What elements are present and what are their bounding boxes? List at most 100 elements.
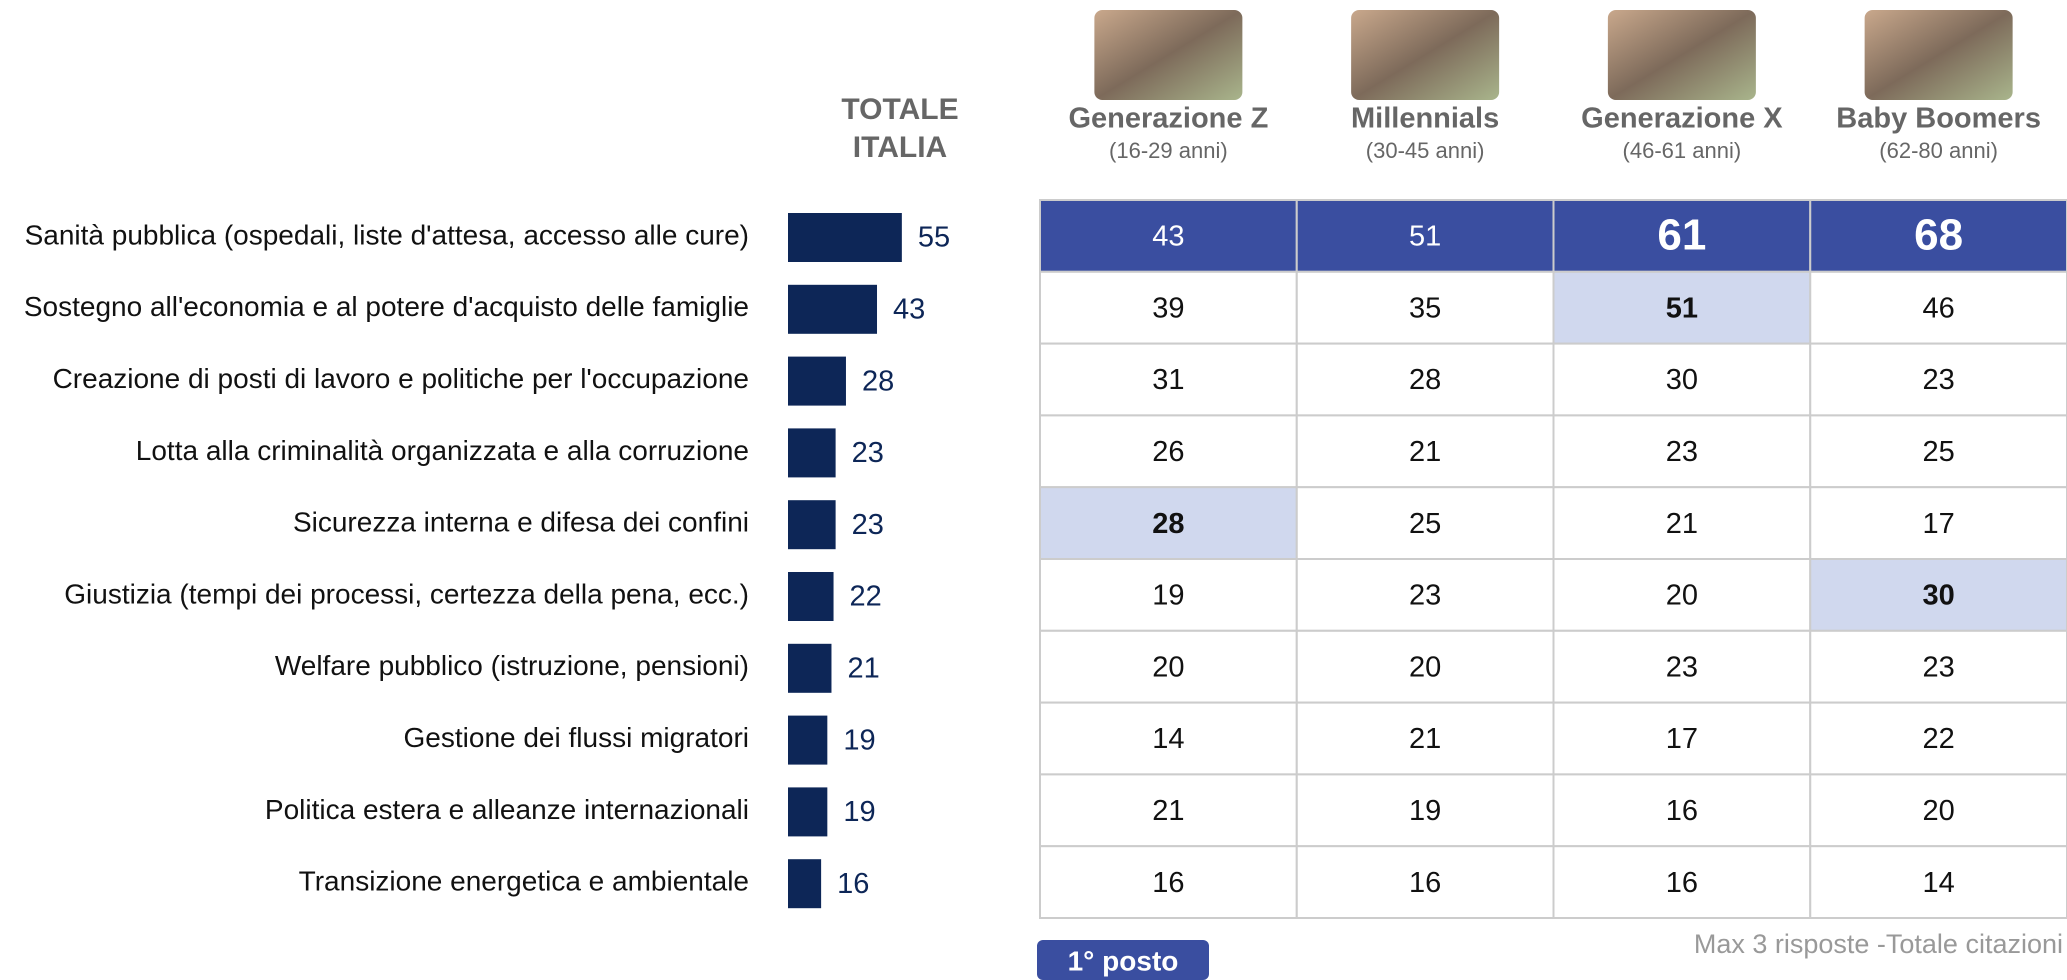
cell-value: 16 <box>1666 795 1698 827</box>
cell-value: 68 <box>1914 211 1963 260</box>
category-label: Sostegno all'economia e al potere d'acqu… <box>24 291 749 322</box>
cell-value: 28 <box>1409 364 1441 396</box>
bar-title: TOTALE <box>841 93 958 126</box>
bar <box>788 859 822 909</box>
table-cell <box>1039 558 1298 632</box>
category-label: Gestione dei flussi migratori <box>404 722 749 753</box>
cell-value: 21 <box>1152 795 1184 827</box>
bar <box>788 356 846 406</box>
bar <box>788 213 902 262</box>
table-cell <box>1552 845 1812 920</box>
value-label: 21 <box>847 652 879 684</box>
cell-value: 16 <box>1409 867 1441 899</box>
cell-value: 16 <box>1666 867 1698 899</box>
value-label: 43 <box>893 293 925 325</box>
table-cell <box>1809 845 2067 920</box>
cell-value: 31 <box>1152 364 1184 396</box>
cell-value: 25 <box>1922 436 1954 468</box>
table-cell <box>1809 270 2067 345</box>
bar <box>788 643 832 693</box>
cell-value: 20 <box>1409 651 1441 683</box>
value-label: 19 <box>843 796 875 828</box>
column-subtitle: (30-45 anni) <box>1366 138 1485 163</box>
cell-value: 25 <box>1409 508 1441 540</box>
table-cell <box>1552 342 1812 417</box>
bar <box>788 500 836 550</box>
table-cell <box>1809 414 2067 489</box>
cell-value: 17 <box>1666 723 1698 755</box>
table-cell <box>1295 845 1555 920</box>
photo <box>1351 10 1500 100</box>
cell-value: 16 <box>1152 867 1184 899</box>
legend-box <box>1037 940 1209 980</box>
cell-value: 21 <box>1409 723 1441 755</box>
table-cell <box>1039 701 1298 776</box>
category-label: Sanità pubblica (ospedali, liste d'attes… <box>25 219 749 250</box>
cell-value: 19 <box>1152 580 1184 612</box>
cell-value: 23 <box>1922 651 1954 683</box>
table-cell <box>1295 414 1555 489</box>
cell-value: 20 <box>1666 580 1698 612</box>
table-cell <box>1039 342 1298 417</box>
table-cell <box>1552 270 1812 345</box>
table-cell <box>1809 342 2067 417</box>
table-cell <box>1039 629 1298 704</box>
cell-value: 14 <box>1152 723 1184 755</box>
cell-value: 23 <box>1666 436 1698 468</box>
value-label: 23 <box>852 437 884 469</box>
table-cell <box>1552 701 1812 776</box>
value-label: 22 <box>850 581 882 613</box>
bar-title: ITALIA <box>853 131 947 164</box>
table-cell <box>1809 199 2067 273</box>
table-cell <box>1552 486 1812 561</box>
table-cell <box>1552 629 1812 704</box>
column-subtitle: (46-61 anni) <box>1623 138 1742 163</box>
cell-value: 22 <box>1922 723 1954 755</box>
cell-value: 23 <box>1409 580 1441 612</box>
cell-value: 23 <box>1922 364 1954 396</box>
table-cell <box>1295 342 1555 417</box>
value-label: 55 <box>918 222 950 254</box>
table-cell <box>1809 486 2067 561</box>
column-subtitle: (62-80 anni) <box>1879 138 1998 163</box>
table-cell <box>1552 558 1812 632</box>
column-name: Millennials <box>1351 103 1499 135</box>
cell-value: 30 <box>1666 364 1698 396</box>
cell-value: 21 <box>1409 436 1441 468</box>
bar <box>788 428 836 478</box>
cell-value: 35 <box>1409 292 1441 324</box>
cell-value: 26 <box>1152 436 1184 468</box>
value-label: 19 <box>843 724 875 756</box>
cell-value: 51 <box>1409 221 1441 253</box>
column-name: Baby Boomers <box>1836 103 2041 135</box>
table-cell <box>1295 629 1555 704</box>
cell-value: 30 <box>1922 580 1954 612</box>
legend-label: 1° posto <box>1068 945 1179 976</box>
bar <box>788 787 828 837</box>
bar <box>788 715 828 765</box>
cell-value: 23 <box>1666 651 1698 683</box>
table-cell <box>1295 270 1555 345</box>
note: Max 3 risposte -Totale citazioni <box>1694 929 2063 959</box>
table-cell <box>1039 486 1298 561</box>
bar <box>788 572 834 621</box>
cell-value: 61 <box>1657 211 1706 260</box>
cell-value: 39 <box>1152 292 1184 324</box>
value-label: 23 <box>852 509 884 541</box>
cell-value: 20 <box>1922 795 1954 827</box>
cell-value: 14 <box>1922 867 1954 899</box>
photo <box>1094 10 1243 100</box>
value-label: 16 <box>837 868 869 900</box>
column-name: Generazione X <box>1581 103 1783 135</box>
cell-value: 28 <box>1152 508 1184 540</box>
cell-value: 19 <box>1409 795 1441 827</box>
category-label: Welfare pubblico (istruzione, pensioni) <box>275 650 749 681</box>
photo <box>1607 10 1756 100</box>
column-subtitle: (16-29 anni) <box>1109 138 1228 163</box>
category-label: Lotta alla criminalità organizzata e all… <box>136 435 749 466</box>
cell-value: 43 <box>1152 221 1184 253</box>
category-label: Giustizia (tempi dei processi, certezza … <box>64 578 749 609</box>
value-label: 28 <box>862 365 894 397</box>
category-label: Politica estera e alleanze internazional… <box>265 794 749 825</box>
